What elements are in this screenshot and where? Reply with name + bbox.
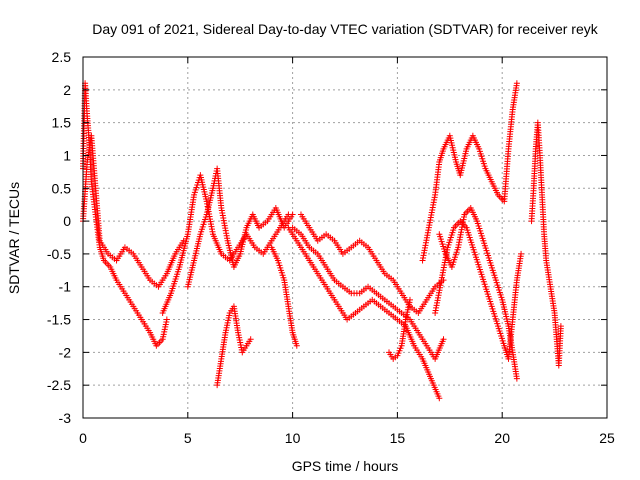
series-arc-9 [297, 211, 447, 316]
data-point [440, 336, 447, 343]
y-tick-label: 2.5 [52, 49, 72, 65]
tick-labels: 0 5 10 15 20 25 2.5 2 1.5 1 0.5 0 -0.5 -1 -1.5 -2 -2.5 -3 [47, 49, 615, 446]
y-tick-label: -2.5 [47, 377, 71, 393]
data-point [406, 296, 413, 303]
x-tick-label: 0 [79, 430, 87, 446]
x-tick-label: 25 [599, 430, 615, 446]
series-arc-13 [436, 204, 520, 382]
x-tick-label: 5 [184, 430, 192, 446]
series-arc-11 [419, 80, 520, 264]
series-arc-7 [285, 224, 443, 402]
y-tick-label: 1 [63, 147, 71, 163]
data-point [518, 250, 525, 257]
y-tick-label: -1 [59, 279, 72, 295]
data-point [289, 211, 296, 218]
y-tick-label: 0.5 [52, 180, 72, 196]
series-arc-10 [386, 296, 413, 362]
x-tick-label: 20 [494, 430, 510, 446]
x-tick-label: 15 [390, 430, 406, 446]
y-tick-label: 0 [63, 213, 71, 229]
x-tick-label: 10 [285, 430, 301, 446]
x-axis-label: GPS time / hours [292, 458, 399, 474]
series-arc-8 [289, 224, 447, 362]
series-arc-3 [159, 172, 292, 316]
data-point [293, 342, 300, 349]
y-tick-label: -3 [59, 410, 72, 426]
series-arc-2 [80, 132, 187, 290]
data-point [247, 336, 254, 343]
series-arc-5 [214, 303, 254, 389]
chart-title: Day 091 of 2021, Sidereal Day-to-day VTE… [92, 21, 598, 37]
data-point [436, 395, 443, 402]
axis-ticks [82, 56, 608, 419]
data-point [557, 323, 564, 330]
y-tick-label: 1.5 [52, 115, 72, 131]
y-tick-label: -0.5 [47, 246, 71, 262]
data-point [513, 375, 520, 382]
series-arc-12 [432, 218, 525, 362]
plot-frame [82, 56, 608, 419]
y-axis-label: SDTVAR / TECUs [6, 182, 22, 294]
series-arc-4 [184, 165, 296, 290]
data-point [513, 80, 520, 87]
y-tick-label: 2 [63, 82, 71, 98]
data-point [163, 316, 170, 323]
y-tick-label: -1.5 [47, 312, 71, 328]
series-arc-6 [268, 244, 300, 349]
data-series [80, 80, 564, 402]
y-tick-label: -2 [59, 344, 72, 360]
series-arc-14 [528, 119, 564, 369]
